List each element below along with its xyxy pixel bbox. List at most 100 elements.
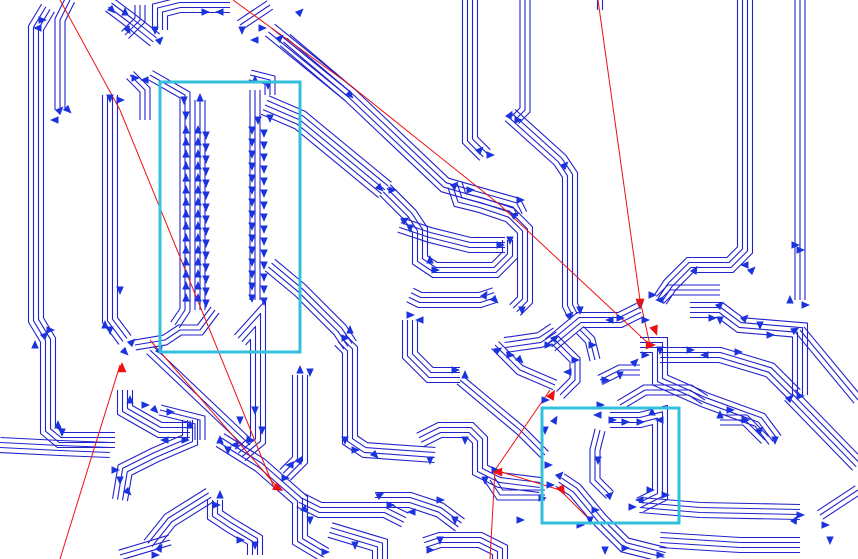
wire xyxy=(382,191,514,274)
wire xyxy=(420,431,540,489)
wire xyxy=(234,338,252,450)
wire-bundle xyxy=(639,496,801,521)
triangle-arrow-icon xyxy=(160,436,169,444)
ratsnest-line xyxy=(349,84,501,206)
wire-bundle xyxy=(54,0,75,110)
wire xyxy=(563,473,667,549)
wire xyxy=(122,544,172,559)
triangle-arrow-icon xyxy=(295,455,303,465)
wire xyxy=(121,390,190,434)
wire xyxy=(660,356,794,398)
triangle-arrow-icon xyxy=(740,261,749,269)
triangle-arrow-icon xyxy=(739,314,749,324)
triangle-arrow-icon xyxy=(661,491,670,499)
triangle-arrow-icon xyxy=(258,24,267,32)
wire xyxy=(619,389,706,406)
triangle-arrow-icon xyxy=(250,36,259,44)
triangle-arrow-icon xyxy=(260,225,268,234)
wire xyxy=(511,112,578,315)
wire xyxy=(485,482,545,501)
wire-bundle xyxy=(617,384,709,410)
wire xyxy=(32,6,115,444)
wire-bundle xyxy=(816,485,858,520)
wire xyxy=(599,431,614,492)
triangle-arrow-icon xyxy=(756,321,764,330)
triangle-arrow-icon xyxy=(202,167,210,176)
wire-bundle xyxy=(784,389,858,471)
triangle-arrow-icon xyxy=(486,151,495,159)
triangle-arrow-icon xyxy=(480,290,488,300)
wire xyxy=(268,95,392,183)
triangle-arrow-icon xyxy=(544,341,553,349)
triangle-arrow-icon xyxy=(714,301,724,311)
wire xyxy=(327,536,374,559)
triangle-arrow-icon xyxy=(182,149,190,158)
triangle-arrow-icon xyxy=(474,146,484,156)
triangle-arrow-icon xyxy=(608,416,617,424)
triangle-arrow-icon xyxy=(506,236,514,245)
triangle-arrow-icon xyxy=(182,245,190,254)
wire xyxy=(660,351,798,394)
wire-bundle xyxy=(544,302,644,352)
triangle-arrow-icon xyxy=(116,476,124,485)
triangle-arrow-icon xyxy=(726,406,735,414)
wire xyxy=(491,348,554,391)
wire xyxy=(660,531,800,539)
wire-bundle xyxy=(105,0,161,47)
wire xyxy=(452,185,524,309)
triangle-arrow-icon xyxy=(374,182,384,192)
triangle-arrow-icon xyxy=(321,548,330,556)
triangle-arrow-icon xyxy=(514,116,523,124)
wire-bundle xyxy=(401,320,460,384)
triangle-arrow-icon xyxy=(39,331,49,341)
triangle-arrow-icon xyxy=(550,415,558,425)
triangle-arrow-icon xyxy=(260,201,268,210)
selection-box-left[interactable] xyxy=(158,80,302,354)
triangle-arrow-icon xyxy=(260,213,268,222)
wire xyxy=(251,69,276,95)
triangle-arrow-icon xyxy=(563,368,572,376)
triangle-arrow-icon xyxy=(126,395,134,404)
wire xyxy=(211,500,254,555)
wire xyxy=(375,506,456,532)
wire xyxy=(118,534,169,551)
triangle-arrow-icon xyxy=(628,503,637,511)
triangle-arrow-icon xyxy=(194,185,202,194)
wire xyxy=(401,320,460,384)
triangle-arrow-icon xyxy=(38,16,47,24)
wire xyxy=(155,500,215,551)
triangle-arrow-icon xyxy=(801,301,810,309)
triangle-arrow-icon xyxy=(31,340,39,349)
triangle-arrow-icon xyxy=(202,155,210,164)
wire xyxy=(493,476,545,491)
wire xyxy=(640,346,774,442)
wire xyxy=(795,389,858,456)
wire xyxy=(108,6,154,43)
triangle-arrow-icon xyxy=(260,177,268,186)
triangle-arrow-icon xyxy=(182,257,190,266)
triangle-arrow-icon xyxy=(451,516,459,525)
wire xyxy=(298,501,405,523)
triangle-arrow-icon xyxy=(516,196,525,204)
arrow-markers xyxy=(31,4,834,559)
wire xyxy=(659,546,800,554)
wire-bundle xyxy=(327,522,389,559)
selection-box-right[interactable] xyxy=(540,406,681,525)
triangle-arrow-icon xyxy=(106,4,116,14)
wire-bundle xyxy=(143,488,215,551)
wire xyxy=(266,99,389,187)
triangle-arrow-icon xyxy=(194,293,202,302)
red-triangle-arrow-icon xyxy=(645,340,656,350)
wire xyxy=(135,312,220,351)
triangle-arrow-icon xyxy=(101,320,109,329)
triangle-arrow-icon xyxy=(202,131,210,140)
triangle-arrow-icon xyxy=(388,186,397,194)
triangle-arrow-icon xyxy=(766,331,775,339)
triangle-arrow-icon xyxy=(656,346,664,355)
wire xyxy=(249,74,271,95)
wire xyxy=(462,375,549,452)
wire xyxy=(787,396,857,468)
wire xyxy=(640,336,782,436)
triangle-arrow-icon xyxy=(294,8,304,18)
